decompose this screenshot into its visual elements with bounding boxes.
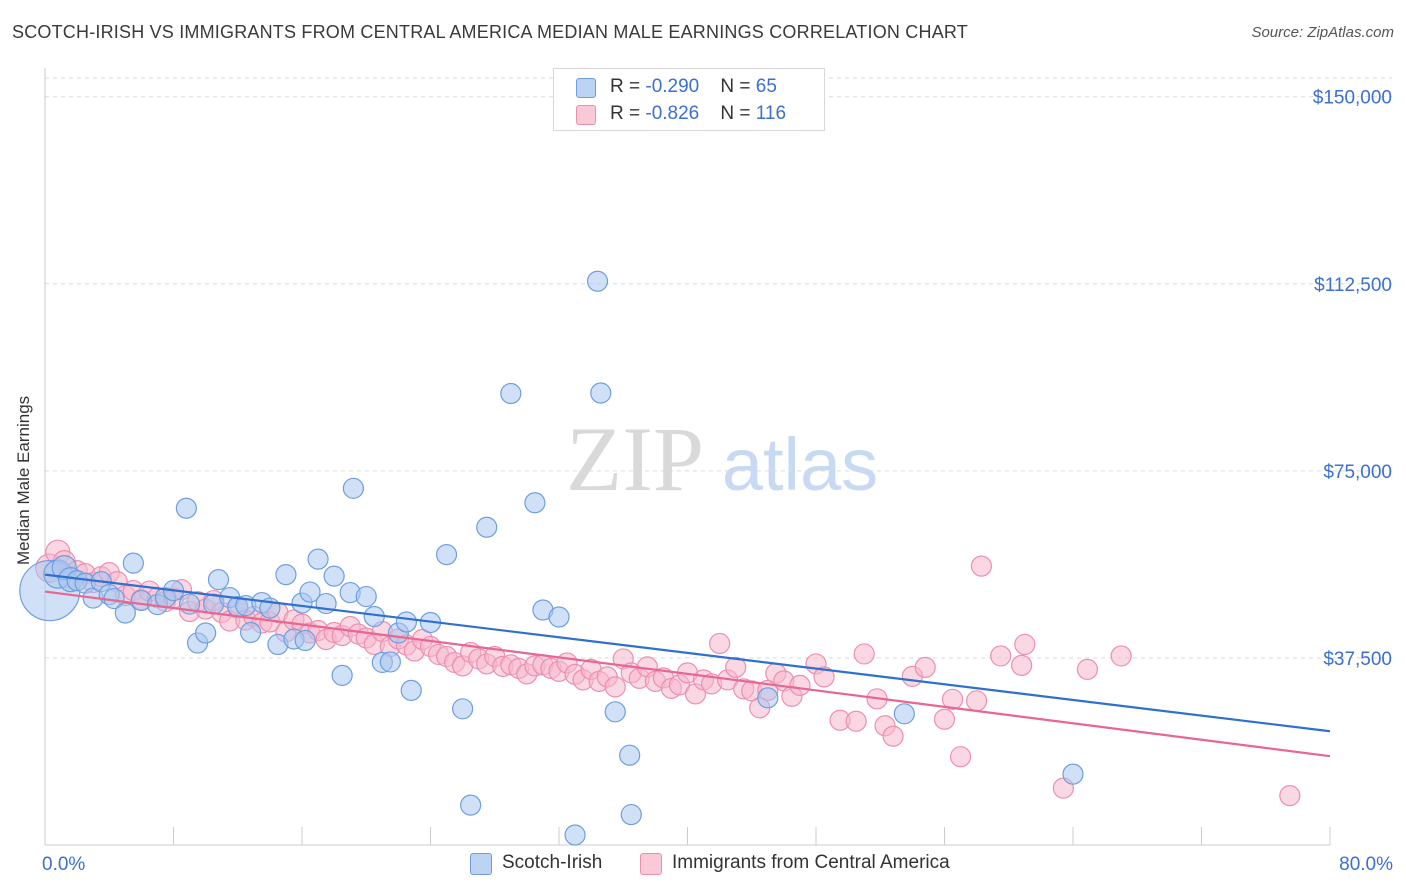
legend-n-value: 116 [755,103,787,124]
scotch-irish-point [240,621,262,644]
legend-r-label: R = [610,76,646,97]
x-tick-label: 80.0% [1339,854,1393,875]
tick-labels: $37,500 $75,000 $112,500 $150,000 0.0% 80.0% [42,88,1393,875]
scotch-irish-point [1062,763,1084,785]
immigrants-point [725,656,747,679]
scotch-irish-point [207,569,230,591]
immigrants-point [941,688,964,710]
stats-legend: R = -0.290 N = 65 R = -0.826 N = 116 [553,68,825,131]
scotch-irish-point [195,622,217,644]
bottom-legend-label: Immigrants from Central America [672,852,950,873]
scotch-irish-point [586,270,609,292]
scotch-irish-point [564,824,586,846]
legend-r-value: -0.826 [645,103,700,124]
scotch-irish-point [395,611,418,633]
y-tick-label: $112,500 [1314,275,1392,296]
bottom-legend-label: Scotch-Irish [502,852,603,873]
immigrants-point [882,725,904,747]
immigrants-point [604,676,626,698]
immigrants-point [1014,633,1036,656]
scotch-irish-point [604,701,626,723]
scotch-irish-point [452,698,474,720]
scotch-irish-trend-line [44,573,1331,733]
immigrants-point [1010,654,1033,677]
series-scotch-irish-points [19,270,1084,846]
immigrants-trend-line [44,590,1331,758]
bottom-legend-swatch-blue [470,853,492,875]
scotch-irish-point [619,744,641,766]
y-tick-label: $150,000 [1313,88,1392,109]
scotch-irish-point [331,664,353,686]
immigrants-point [933,708,956,730]
scotch-irish-point [175,497,197,519]
x-tick-label: 0.0% [42,854,85,875]
immigrants-point [970,555,993,577]
y-tick-label: $37,500 [1323,649,1392,670]
immigrants-point [789,674,811,696]
bottom-legend-swatch-pink [640,853,662,875]
scotch-irish-point [548,606,570,628]
legend-r-label: R = [610,103,646,124]
immigrants-point [1076,658,1099,681]
scotch-irish-point [294,629,316,652]
scotch-irish-point [620,803,642,826]
y-axis-label: Median Male Earnings [14,395,33,565]
chart-title: SCOTCH-IRISH VS IMMIGRANTS FROM CENTRAL … [12,22,968,42]
legend-n-value: 65 [755,76,777,97]
source-label: Source: ZipAtlas.com [1251,24,1394,41]
scotch-irish-point [435,544,458,566]
watermark-zip: ZIP [566,408,704,510]
immigrants-point [1279,785,1301,807]
scotch-irish-point [893,703,915,725]
scotch-irish-point [355,585,377,608]
scotch-irish-point [307,548,329,570]
legend-n-label: N = [720,103,756,124]
scotch-irish-point [460,794,482,816]
axes [44,68,1331,846]
scotch-irish-point [590,382,612,404]
immigrants-point [914,656,936,679]
legend-r-value: -0.290 [645,76,700,97]
scotch-irish-point [757,687,779,709]
watermark-atlas: atlas [722,423,878,506]
immigrants-point [813,666,835,688]
scotch-irish-point [114,602,136,624]
legend-n-label: N = [720,76,756,97]
immigrants-point [990,645,1012,667]
immigrants-point [949,746,972,768]
scotch-irish-point [275,564,297,586]
grid-lines [45,77,1392,659]
legend-swatch-pink [576,105,596,125]
immigrants-point [853,643,875,665]
scotch-irish-point [524,492,546,514]
immigrants-point [709,632,731,655]
scotch-irish-point [299,581,321,603]
scotch-irish-point [379,651,401,673]
immigrants-point [845,710,867,732]
trend-lines [44,573,1331,758]
scotch-irish-point [122,552,144,574]
immigrants-point [1110,645,1132,667]
y-tick-label: $75,000 [1323,462,1392,483]
scotch-irish-point [500,382,522,405]
scotch-irish-point [476,516,498,538]
scotch-irish-point [400,679,422,701]
immigrants-point [966,690,988,712]
legend-swatch-blue [576,78,596,98]
scotch-irish-point [323,565,345,587]
scotch-irish-point [342,477,364,499]
